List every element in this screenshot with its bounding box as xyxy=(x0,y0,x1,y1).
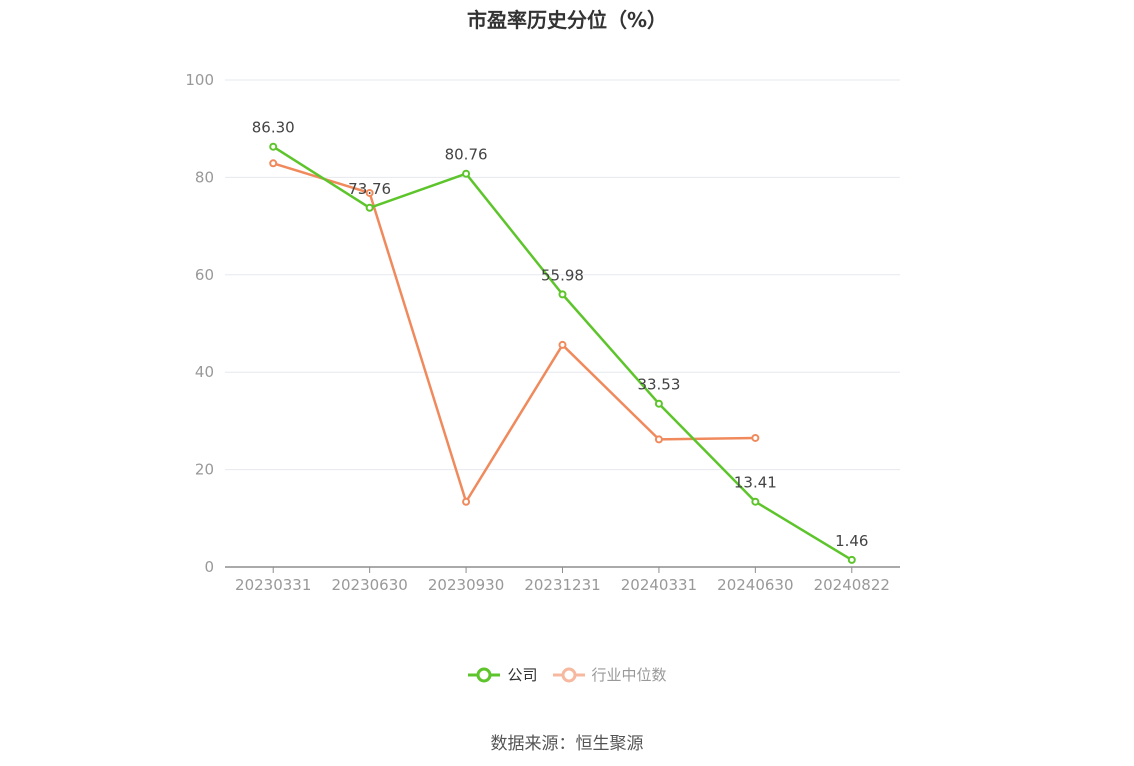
x-tick-label: 20231231 xyxy=(524,576,600,594)
data-point-company[interactable] xyxy=(269,142,278,151)
data-point-industry[interactable] xyxy=(558,340,567,349)
data-point-industry[interactable] xyxy=(269,159,278,168)
data-point-company[interactable] xyxy=(654,399,663,408)
data-label-company: 55.98 xyxy=(541,266,584,284)
data-point-industry[interactable] xyxy=(751,433,760,442)
data-label-company: 13.41 xyxy=(734,474,777,492)
legend-industry-label: 行业中位数 xyxy=(591,666,667,684)
y-tick-label: 20 xyxy=(195,461,214,479)
x-tick-label: 20230630 xyxy=(331,576,407,594)
legend: 公司 行业中位数 xyxy=(0,664,1134,685)
data-label-company: 73.76 xyxy=(348,180,391,198)
x-tick-label: 20240822 xyxy=(814,576,890,594)
data-label-company: 86.30 xyxy=(252,119,295,137)
legend-industry-marker-icon xyxy=(552,667,585,682)
chart-title: 市盈率历史分位（%） xyxy=(466,8,668,32)
data-point-company[interactable] xyxy=(751,497,760,506)
x-tick-label: 20230930 xyxy=(428,576,504,594)
y-tick-label: 100 xyxy=(185,71,214,89)
data-label-company: 33.53 xyxy=(637,376,680,394)
grid-lines xyxy=(225,79,900,471)
legend-item-company[interactable]: 公司 xyxy=(467,664,538,685)
legend-company-marker-icon xyxy=(468,667,501,682)
data-labels: 86.30 73.76 80.76 55.98 33.53 13.41 1.46 xyxy=(252,119,869,550)
x-tick-label: 20230331 xyxy=(235,576,311,594)
y-tick-label: 80 xyxy=(195,168,214,186)
y-tick-label: 60 xyxy=(195,266,214,284)
data-point-company[interactable] xyxy=(558,290,567,299)
data-source: 数据来源：恒生聚源 xyxy=(490,734,644,754)
series-line-industry xyxy=(272,162,756,503)
data-point-industry[interactable] xyxy=(462,497,471,506)
series-lines xyxy=(269,142,856,564)
legend-item-industry[interactable]: 行业中位数 xyxy=(552,664,667,685)
data-point-company[interactable] xyxy=(365,203,374,212)
series-line-company xyxy=(272,145,853,561)
axes: 0 20 40 60 80 100 20230331 20230630 20230930 2023… xyxy=(185,71,900,594)
data-point-industry[interactable] xyxy=(654,435,663,444)
data-point-company[interactable] xyxy=(462,169,471,178)
y-tick-label: 40 xyxy=(195,363,214,381)
legend-company-label: 公司 xyxy=(507,666,538,684)
x-tick-label: 20240331 xyxy=(621,576,697,594)
y-tick-label: 0 xyxy=(204,558,214,576)
data-label-company: 1.46 xyxy=(835,532,868,550)
data-point-company[interactable] xyxy=(847,555,856,564)
data-point-industry[interactable] xyxy=(365,188,374,197)
data-label-company: 80.76 xyxy=(445,146,488,164)
x-tick-label: 20240630 xyxy=(717,576,793,594)
